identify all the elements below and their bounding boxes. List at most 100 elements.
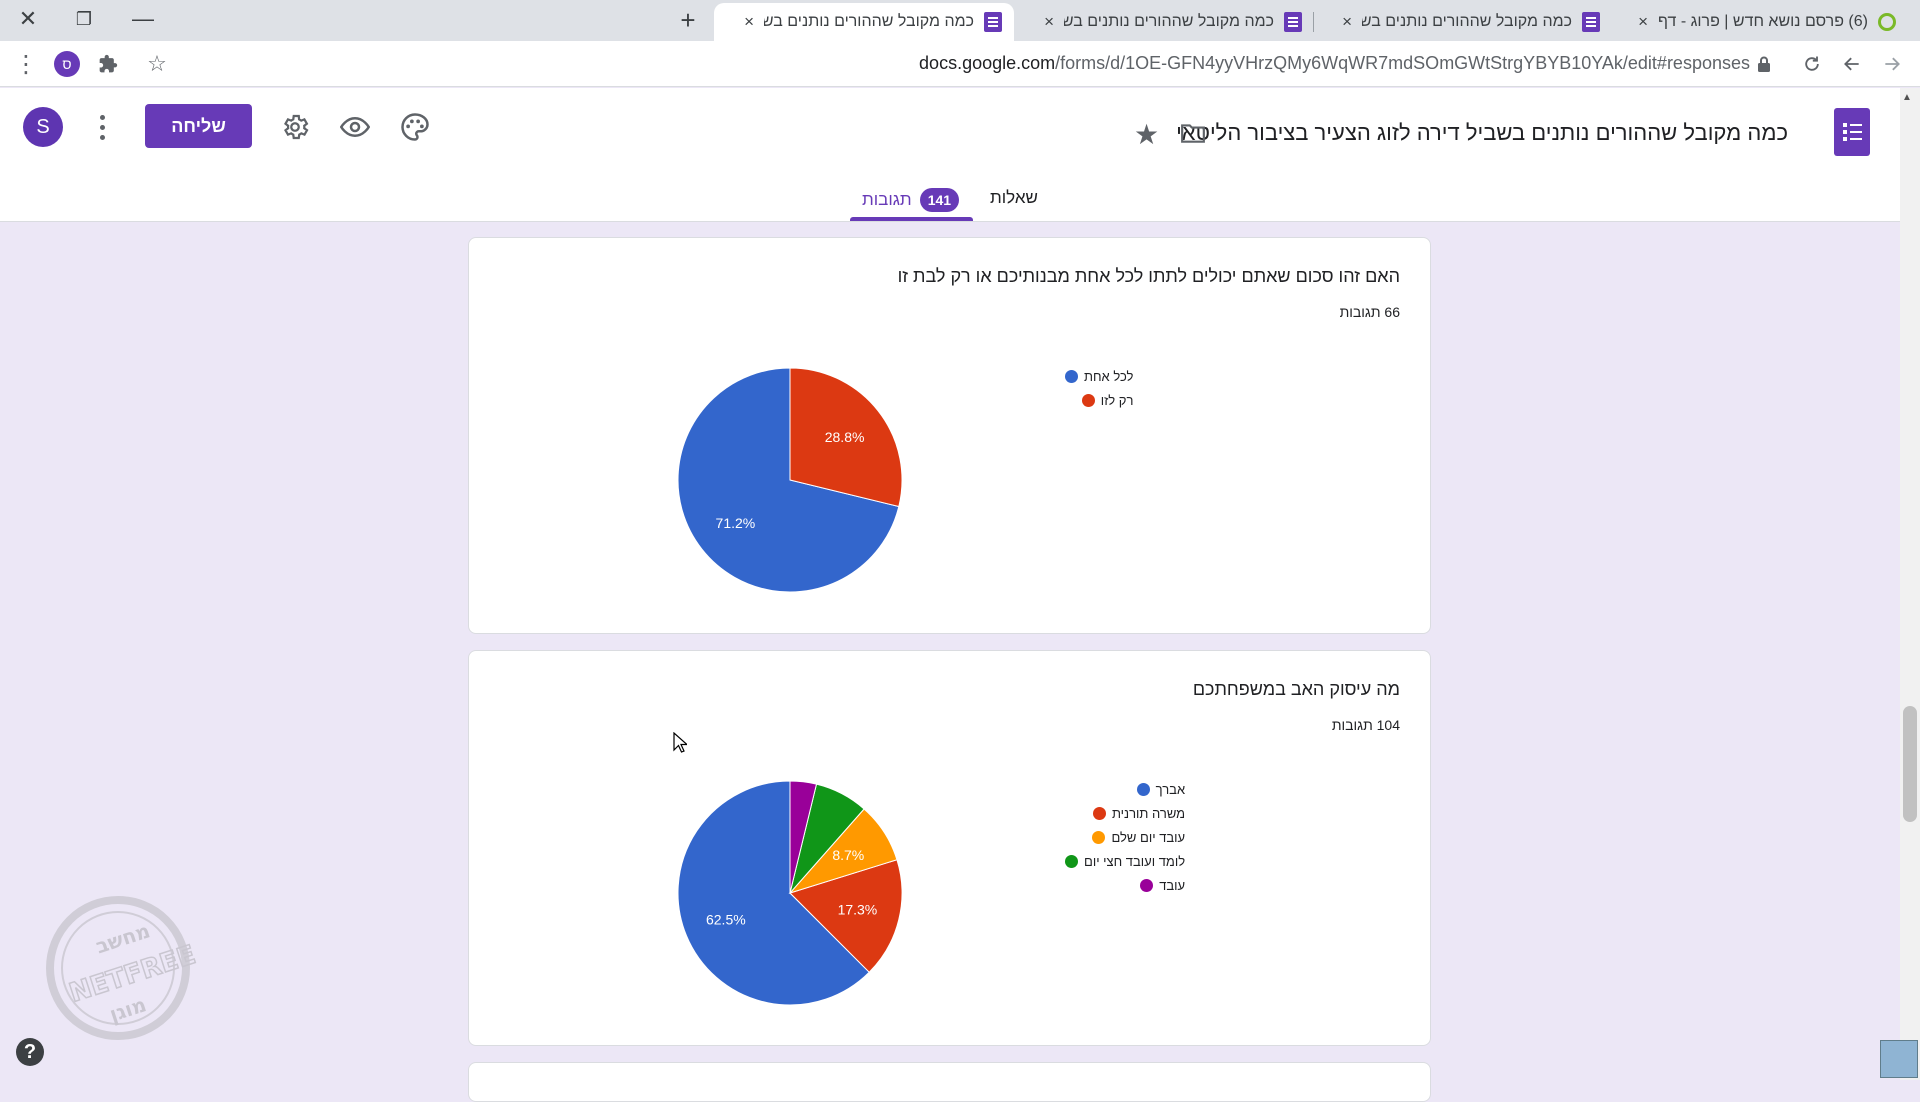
question-summary-card [468,1062,1431,1102]
question-title: מה עיסוק האב במשפחתכם [1192,679,1400,699]
browser-tab-active[interactable]: כמה מקובל שההורים נותנים בשב × [714,3,1014,41]
active-tab-indicator [850,217,973,221]
browser-toolbar: ⋮ ס ☆ docs.google.com/forms/d/1OE-GFN4yy… [0,41,1920,87]
tab-title: (6) פרסם נושא חדש | פרוג - דף ה [1658,13,1868,30]
url-host: docs.google.com [919,53,1056,73]
account-avatar[interactable]: S [23,107,63,147]
legend-color-dot [1136,782,1150,796]
legend-item: אברך [1065,777,1185,801]
star-icon[interactable]: ★ [1134,119,1160,150]
legend-color-dot [1092,830,1106,844]
page-scrollbar[interactable] [1900,88,1920,1080]
google-forms-icon [984,12,1002,32]
browser-tab[interactable]: כמה מקובל שההורים נותנים בשב × [1314,3,1612,41]
tab-responses-label: תגובות [862,190,912,209]
legend-color-dot [1092,806,1106,820]
folder-icon[interactable] [1180,120,1206,146]
lock-icon[interactable] [1748,48,1780,80]
pie-slice-label: 62.5% [706,912,746,928]
pie-slice[interactable] [789,367,903,508]
mouse-cursor-icon [673,732,687,753]
send-button[interactable]: שליחה [145,104,252,148]
more-options-icon[interactable] [90,112,114,142]
legend-item: משרה תורנית [1065,801,1185,825]
pie-chart[interactable]: 71.2% 28.8% [675,365,905,595]
legend-color-dot [1081,393,1095,407]
legend-label: לומד ועובד חצי יום [1084,853,1186,869]
help-icon[interactable]: ? [16,1038,44,1066]
browser-tab[interactable]: (6) פרסם נושא חדש | פרוג - דף ה × [1612,3,1908,41]
reload-icon[interactable] [1796,48,1828,80]
url-path: /forms/d/1OE-GFN4yyVHrzQMy6WqWR7mdSOmGWt… [1055,53,1750,73]
chart-legend: אברך משרה תורנית עובד יום שלם לומד ועובד חצ… [1065,777,1185,897]
pie-chart[interactable]: 62.5% 17.3% 8.7% [675,778,905,1008]
legend-label: משרה תורנית [1111,805,1186,821]
question-title: האם זהו סכום שאתם יכולים לתתו לכל אחת מב… [897,266,1400,286]
forward-arrow-icon[interactable] [1876,48,1908,80]
browser-profile-avatar[interactable]: ס [54,51,80,77]
palette-icon[interactable] [400,112,430,142]
back-arrow-icon[interactable] [1836,48,1868,80]
pie-slice-label: 8.7% [832,847,864,863]
window-restore-button[interactable]: ❐ [75,8,93,29]
pie-slice[interactable] [677,780,870,1006]
window-close-button[interactable]: ✕ [18,6,38,31]
forms-header: כמה מקובל שההורים נותנים בשביל דירה לזוג… [0,88,1900,222]
new-tab-button[interactable]: + [680,4,696,35]
legend-label: רק לזו [1100,392,1134,408]
bookmark-star-icon[interactable]: ☆ [147,51,167,76]
tab-responses[interactable]: תגובות 141 [862,188,960,212]
tab-separator [1313,12,1314,32]
scroll-up-arrow-icon[interactable]: ▲ [1902,92,1912,103]
browser-tab-strip: ✕ ❐ — + כמה מקובל שההורים נותנים בשב × כ… [0,0,1920,41]
legend-item: עובד יום שלם [1065,825,1185,849]
settings-gear-icon[interactable] [280,112,310,142]
response-count: 104 תגובות [1331,717,1400,733]
watermark-text-top: מחשב [93,918,153,958]
preview-eye-icon[interactable] [340,112,370,142]
question-summary-card: האם זהו סכום שאתם יכולים לתתו לכל אחת מב… [468,237,1431,634]
legend-label: עובד [1159,877,1186,893]
tab-close-icon[interactable]: × [1342,12,1352,31]
form-title[interactable]: כמה מקובל שההורים נותנים בשביל דירה לזוג… [1176,120,1788,145]
legend-item: לכל אחת [1065,364,1133,388]
tab-title: כמה מקובל שההורים נותנים בשב [764,13,974,30]
legend-label: עובד יום שלם [1111,829,1186,845]
legend-item: רק לזו [1065,388,1133,412]
pie-slice-label: 28.8% [825,429,865,445]
google-forms-icon [1284,12,1302,32]
response-count: 66 תגובות [1339,304,1400,320]
taskbar-tray-icon[interactable] [1880,1040,1918,1078]
tab-questions[interactable]: שאלות [990,188,1038,207]
legend-label: לכל אחת [1084,368,1134,384]
window-minimize-button[interactable]: — [132,6,154,31]
legend-color-dot [1065,369,1078,383]
pie-slice[interactable] [789,780,818,894]
google-forms-icon [1582,12,1600,32]
tab-close-icon[interactable]: × [1044,12,1054,31]
legend-color-dot [1140,878,1154,892]
pie-slice-label: 71.2% [716,515,756,531]
pie-slice[interactable] [677,367,900,593]
legend-item: לומד ועובד חצי יום [1065,849,1185,873]
tab-title: כמה מקובל שההורים נותנים בשב [1362,13,1572,30]
extensions-icon[interactable] [92,48,124,80]
watermark-text-bottom: מוגן [106,992,149,1026]
browser-tab[interactable]: כמה מקובל שההורים נותנים בשב × [1014,3,1314,41]
question-summary-card: מה עיסוק האב במשפחתכם 104 תגובות 62.5% 17… [468,650,1431,1046]
browser-menu-icon[interactable]: ⋮ [14,50,38,78]
tab-close-icon[interactable]: × [1638,12,1648,31]
responses-count-badge: 141 [919,188,960,212]
legend-label: אברך [1155,781,1186,797]
pie-slice[interactable] [789,859,903,973]
legend-item: עובד [1065,873,1185,897]
legend-color-dot [1065,854,1078,868]
tab-close-icon[interactable]: × [744,12,754,31]
url-bar[interactable]: docs.google.com/forms/d/1OE-GFN4yyVHrzQM… [919,53,1750,74]
circle-c-icon [1878,13,1896,31]
tab-title: כמה מקובל שההורים נותנים בשב [1064,13,1274,30]
netfree-watermark-logo: מחשב NETFREE מוגן [46,896,200,1040]
scrollbar-thumb[interactable] [1903,706,1917,822]
google-forms-logo-icon[interactable] [1834,108,1870,156]
chart-legend: לכל אחת רק לזו [1065,364,1133,412]
